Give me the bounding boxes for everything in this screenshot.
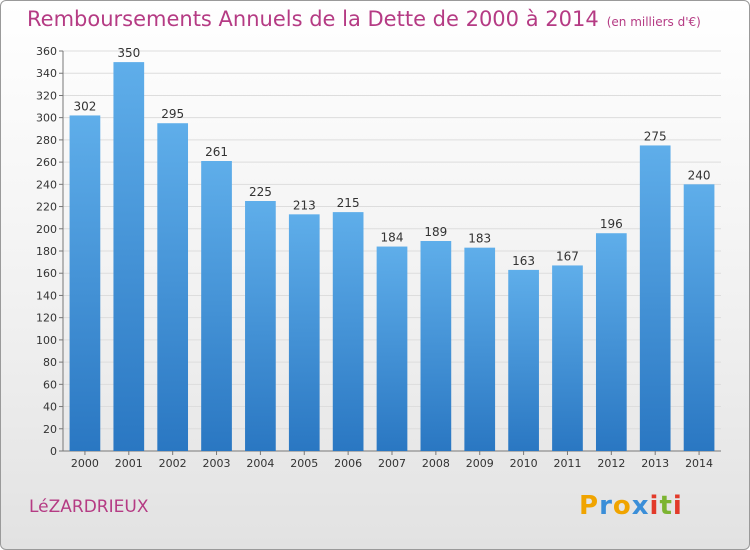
data-label: 350 bbox=[117, 46, 140, 60]
y-tick-label: 260 bbox=[36, 156, 57, 169]
chart-title: Remboursements Annuels de la Dette de 20… bbox=[27, 7, 701, 31]
data-label: 213 bbox=[293, 198, 316, 212]
logo-letter: P bbox=[579, 491, 600, 521]
logo-letter: i bbox=[672, 491, 683, 521]
y-tick-label: 0 bbox=[50, 445, 57, 458]
bar bbox=[420, 241, 452, 451]
commune-name: LéZARDRIEUX bbox=[29, 497, 149, 517]
y-tick-label: 300 bbox=[36, 112, 57, 125]
bar bbox=[201, 161, 232, 451]
data-label: 261 bbox=[205, 145, 228, 159]
y-tick-label: 360 bbox=[36, 45, 57, 58]
data-label: 225 bbox=[249, 185, 272, 199]
bar bbox=[376, 246, 408, 451]
logo-letter: x bbox=[631, 491, 650, 521]
bar bbox=[552, 265, 583, 451]
x-tick-label: 2002 bbox=[159, 457, 187, 470]
x-tick-label: 2004 bbox=[246, 457, 274, 470]
data-label: 295 bbox=[161, 107, 184, 121]
data-label: 196 bbox=[600, 217, 623, 231]
x-tick-label: 2009 bbox=[466, 457, 494, 470]
y-tick-label: 240 bbox=[36, 178, 57, 191]
y-tick-label: 280 bbox=[36, 134, 57, 147]
bar bbox=[595, 233, 627, 451]
y-tick-label: 100 bbox=[36, 334, 57, 347]
proxiti-logo: Proxiti bbox=[579, 491, 683, 521]
title-unit: (en milliers d'€) bbox=[606, 15, 701, 29]
x-tick-label: 2007 bbox=[378, 457, 406, 470]
y-tick-label: 200 bbox=[36, 223, 57, 236]
data-label: 167 bbox=[556, 249, 579, 263]
y-tick-label: 160 bbox=[36, 267, 57, 280]
logo-letter: t bbox=[659, 491, 673, 521]
x-tick-label: 2010 bbox=[510, 457, 538, 470]
bar bbox=[113, 62, 145, 451]
y-tick-label: 140 bbox=[36, 289, 57, 302]
y-tick-label: 120 bbox=[36, 312, 57, 325]
y-tick-label: 180 bbox=[36, 245, 57, 258]
y-tick-label: 220 bbox=[36, 201, 57, 214]
bar bbox=[464, 247, 496, 451]
bar bbox=[508, 269, 539, 451]
x-tick-label: 2000 bbox=[71, 457, 99, 470]
x-tick-label: 2011 bbox=[553, 457, 581, 470]
data-label: 183 bbox=[468, 232, 491, 246]
y-tick-label: 40 bbox=[43, 401, 57, 414]
data-label: 189 bbox=[424, 225, 447, 239]
y-tick-label: 80 bbox=[43, 356, 57, 369]
data-label: 240 bbox=[688, 168, 711, 182]
x-tick-label: 2005 bbox=[290, 457, 318, 470]
logo-letter: r bbox=[599, 491, 613, 521]
data-label: 184 bbox=[381, 231, 404, 245]
x-tick-label: 2003 bbox=[203, 457, 231, 470]
x-tick-label: 2013 bbox=[641, 457, 669, 470]
data-label: 215 bbox=[337, 196, 360, 210]
data-label: 302 bbox=[73, 99, 96, 113]
title-main: Remboursements Annuels de la Dette de 20… bbox=[27, 7, 599, 31]
y-tick-label: 320 bbox=[36, 89, 57, 102]
x-tick-label: 2012 bbox=[597, 457, 625, 470]
x-tick-label: 2008 bbox=[422, 457, 450, 470]
x-tick-label: 2001 bbox=[115, 457, 143, 470]
bar bbox=[69, 115, 101, 451]
logo-letter: i bbox=[649, 491, 660, 521]
data-label: 163 bbox=[512, 254, 535, 268]
bar bbox=[245, 201, 276, 451]
x-tick-label: 2014 bbox=[685, 457, 713, 470]
data-label: 275 bbox=[644, 129, 667, 143]
bar bbox=[332, 212, 364, 451]
bar bbox=[639, 145, 671, 451]
y-tick-label: 340 bbox=[36, 67, 57, 80]
x-tick-label: 2006 bbox=[334, 457, 362, 470]
y-tick-label: 20 bbox=[43, 423, 57, 436]
y-tick-label: 60 bbox=[43, 378, 57, 391]
logo-letter: o bbox=[612, 491, 632, 521]
bar bbox=[157, 123, 189, 451]
bar bbox=[288, 214, 320, 451]
bar bbox=[683, 184, 715, 452]
